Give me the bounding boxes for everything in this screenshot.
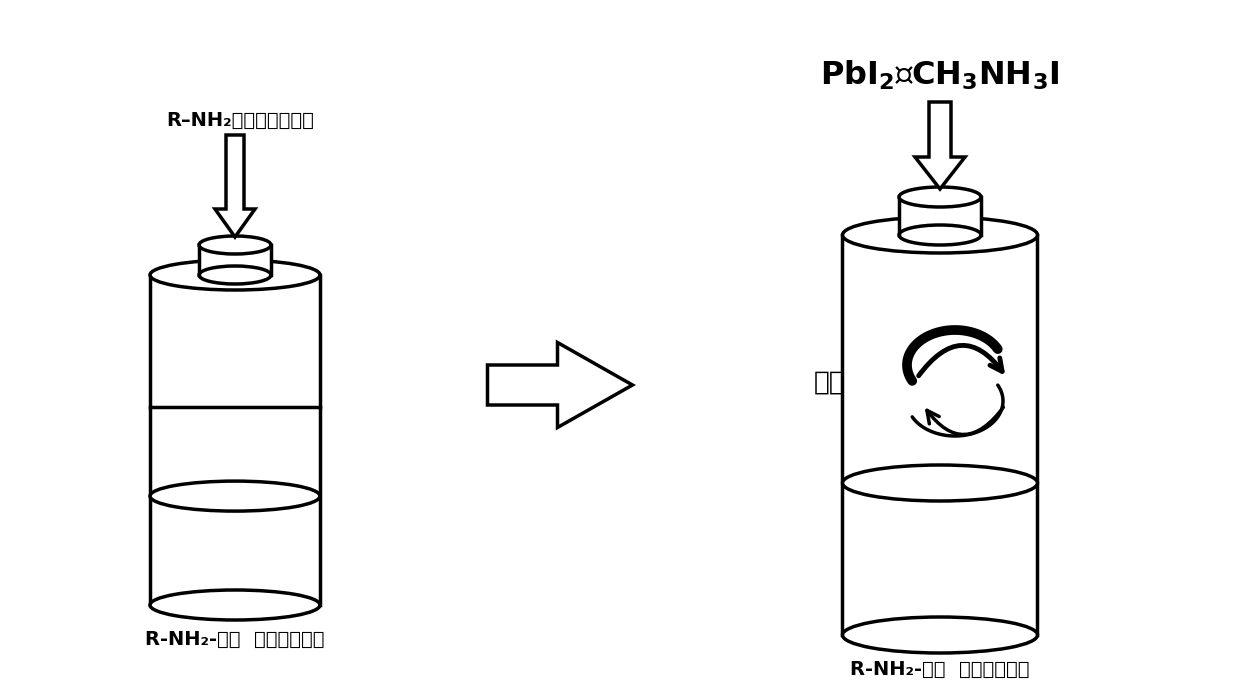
Bar bbox=[150, 275, 320, 605]
Ellipse shape bbox=[842, 217, 1038, 253]
Ellipse shape bbox=[150, 481, 320, 511]
Polygon shape bbox=[487, 343, 632, 427]
Polygon shape bbox=[215, 135, 255, 237]
Ellipse shape bbox=[842, 617, 1038, 653]
Polygon shape bbox=[915, 102, 965, 189]
Ellipse shape bbox=[198, 266, 272, 284]
Bar bbox=[842, 235, 1038, 635]
Bar bbox=[198, 245, 272, 275]
Ellipse shape bbox=[150, 260, 320, 290]
Text: R–NH₂（气体或液体）: R–NH₂（气体或液体） bbox=[166, 111, 314, 130]
Text: 超声: 超声 bbox=[815, 370, 846, 396]
Ellipse shape bbox=[899, 187, 981, 207]
Bar bbox=[899, 197, 981, 235]
Ellipse shape bbox=[842, 465, 1038, 501]
Ellipse shape bbox=[198, 236, 272, 254]
Ellipse shape bbox=[150, 590, 320, 620]
Ellipse shape bbox=[899, 225, 981, 245]
Text: R-NH₂-乙醇  二元混合溶剑: R-NH₂-乙醇 二元混合溶剑 bbox=[851, 660, 1029, 679]
Text: $\mathbf{PbI_2}$和$\mathbf{CH_3NH_3I}$: $\mathbf{PbI_2}$和$\mathbf{CH_3NH_3I}$ bbox=[821, 58, 1060, 92]
Text: R-NH₂-乙醇  二元混合溶剑: R-NH₂-乙醇 二元混合溶剑 bbox=[145, 630, 325, 649]
